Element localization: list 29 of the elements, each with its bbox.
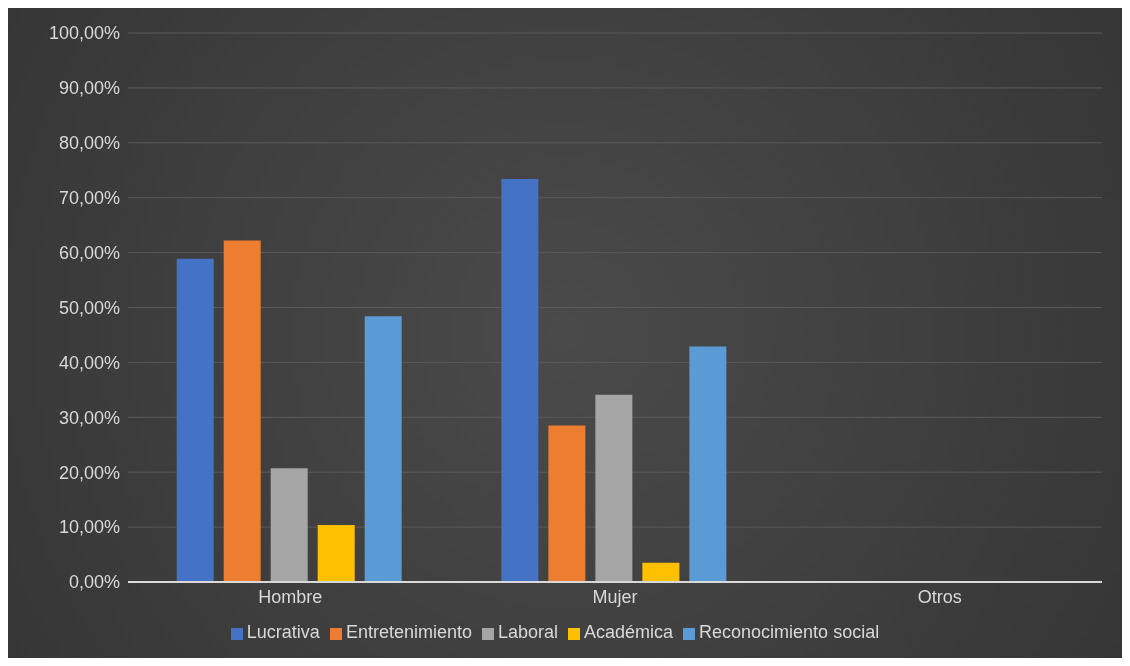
y-tick-label: 40,00% [58,352,120,373]
bar [364,316,402,582]
bar [270,468,308,582]
bar [501,179,539,582]
y-tick-label: 60,00% [58,242,120,263]
y-tick-label: 80,00% [58,133,120,154]
y-tick-label: 10,00% [58,517,120,538]
x-tick-label: Hombre [258,586,323,607]
y-tick-label: 50,00% [58,297,120,318]
bar [176,258,214,582]
legend-label: Académica [584,622,674,642]
bar [595,394,633,582]
bar [223,240,261,582]
y-tick-label: 30,00% [58,407,120,428]
y-tick-label: 20,00% [58,462,120,483]
bar [689,346,727,582]
x-tick-label: Mujer [592,586,638,607]
legend-label: Entretenimiento [345,622,472,642]
bar [317,524,355,582]
y-tick-label: 100,00% [48,23,120,44]
y-tick-label: 90,00% [58,78,120,99]
y-tick-label: 70,00% [58,188,120,209]
y-tick-label: 0,00% [68,572,120,593]
legend-label: Laboral [497,622,559,642]
legend-label: Lucrativa [246,622,320,642]
bar [642,562,680,582]
legend-label: Reconocimiento social [699,622,880,642]
x-tick-label: Otros [917,586,962,607]
bar [548,425,586,582]
